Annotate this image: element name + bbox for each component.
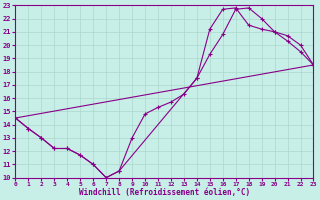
X-axis label: Windchill (Refroidissement éolien,°C): Windchill (Refroidissement éolien,°C) <box>79 188 250 197</box>
